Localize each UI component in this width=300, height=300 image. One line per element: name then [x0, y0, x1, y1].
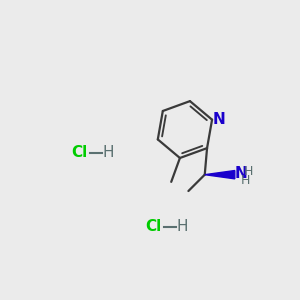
Text: N: N — [212, 112, 225, 127]
Text: N: N — [235, 166, 247, 181]
Text: Cl: Cl — [146, 219, 162, 234]
Text: Cl: Cl — [72, 145, 88, 160]
Polygon shape — [205, 170, 235, 179]
Text: H: H — [177, 219, 188, 234]
Text: H: H — [244, 165, 253, 178]
Text: H: H — [240, 174, 250, 187]
Text: H: H — [103, 145, 115, 160]
